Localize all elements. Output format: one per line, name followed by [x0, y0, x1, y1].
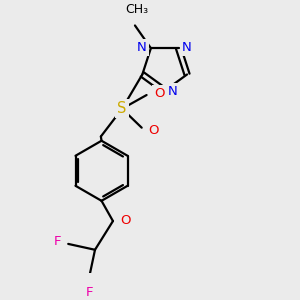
Text: CH₃: CH₃	[125, 3, 148, 16]
Text: N: N	[182, 41, 191, 54]
Text: N: N	[137, 41, 147, 54]
Text: O: O	[120, 214, 130, 227]
Text: O: O	[148, 124, 159, 137]
Text: S: S	[117, 101, 127, 116]
Text: N: N	[168, 85, 178, 98]
Text: F: F	[85, 286, 93, 299]
Text: F: F	[54, 236, 62, 248]
Text: O: O	[154, 87, 164, 100]
